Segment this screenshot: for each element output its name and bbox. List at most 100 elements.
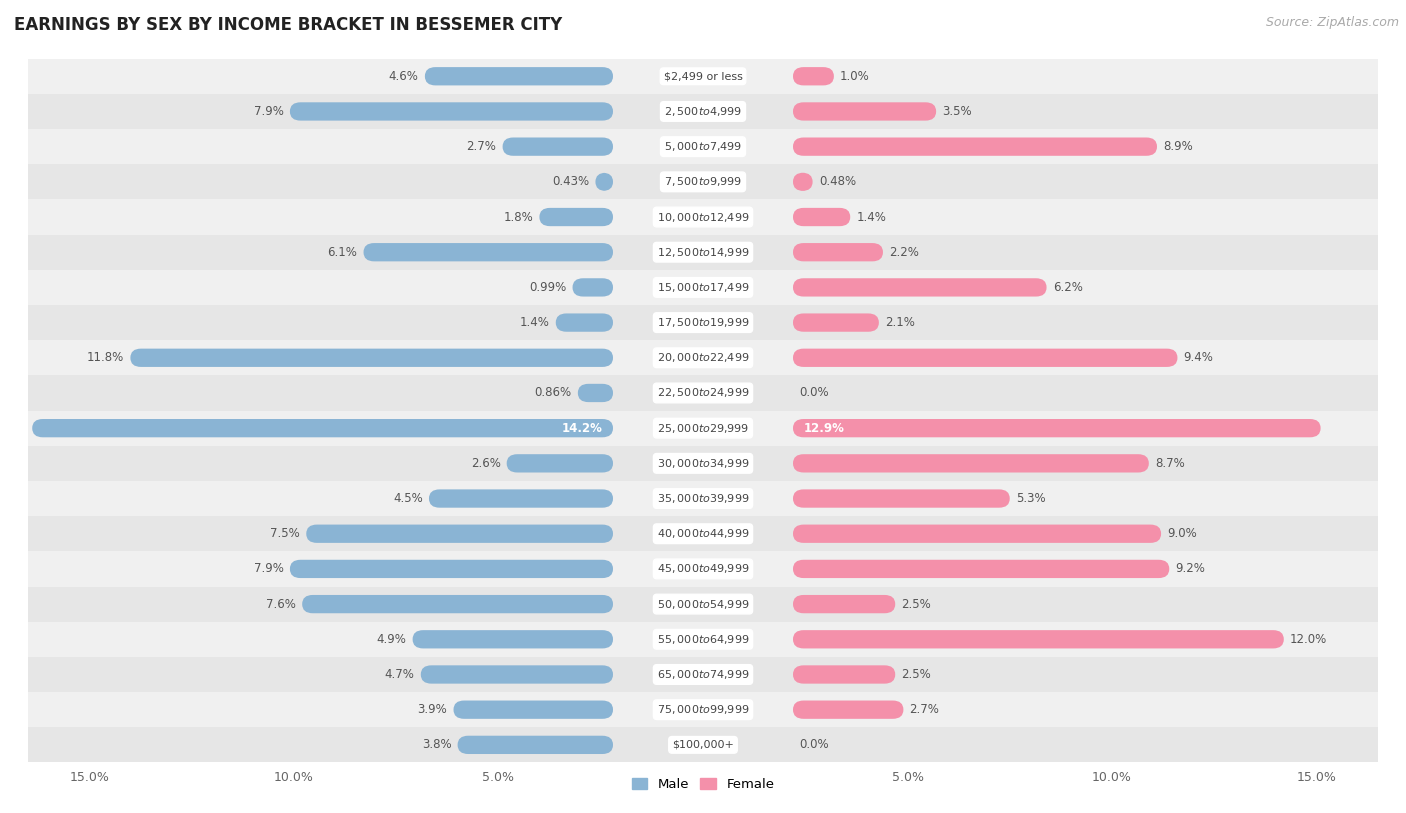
FancyBboxPatch shape [412,630,613,649]
Text: $15,000 to $17,499: $15,000 to $17,499 [657,281,749,294]
FancyBboxPatch shape [28,164,1378,199]
Text: 8.7%: 8.7% [1154,457,1185,470]
Text: $45,000 to $49,999: $45,000 to $49,999 [657,563,749,576]
FancyBboxPatch shape [793,524,1161,543]
Text: 7.9%: 7.9% [254,105,284,118]
FancyBboxPatch shape [28,305,1378,340]
FancyBboxPatch shape [28,340,1378,376]
FancyBboxPatch shape [572,278,613,297]
Text: $50,000 to $54,999: $50,000 to $54,999 [657,598,749,611]
Text: $75,000 to $99,999: $75,000 to $99,999 [657,703,749,716]
FancyBboxPatch shape [28,129,1378,164]
FancyBboxPatch shape [793,560,1170,578]
FancyBboxPatch shape [502,137,613,156]
Text: 4.7%: 4.7% [385,668,415,681]
FancyBboxPatch shape [793,278,1046,297]
Text: 0.0%: 0.0% [799,738,828,751]
Text: 5.3%: 5.3% [1017,492,1046,505]
FancyBboxPatch shape [28,93,1378,129]
FancyBboxPatch shape [28,411,1378,446]
Text: 0.99%: 0.99% [529,281,567,294]
Legend: Male, Female: Male, Female [626,773,780,797]
FancyBboxPatch shape [302,595,613,613]
Text: 4.6%: 4.6% [389,70,419,83]
Text: 7.6%: 7.6% [266,598,297,611]
Text: $40,000 to $44,999: $40,000 to $44,999 [657,527,749,540]
FancyBboxPatch shape [793,349,1177,367]
Text: 6.2%: 6.2% [1053,281,1083,294]
Text: 12.9%: 12.9% [803,422,844,435]
FancyBboxPatch shape [131,349,613,367]
Text: 2.7%: 2.7% [910,703,939,716]
FancyBboxPatch shape [793,665,896,684]
Text: 1.0%: 1.0% [839,70,870,83]
Text: 2.5%: 2.5% [901,668,931,681]
Text: 6.1%: 6.1% [328,246,357,259]
FancyBboxPatch shape [555,314,613,332]
Text: 9.4%: 9.4% [1184,351,1213,364]
FancyBboxPatch shape [793,489,1010,507]
Text: $2,499 or less: $2,499 or less [664,72,742,81]
FancyBboxPatch shape [28,657,1378,692]
FancyBboxPatch shape [540,208,613,226]
FancyBboxPatch shape [793,172,813,191]
FancyBboxPatch shape [793,67,834,85]
Text: 9.2%: 9.2% [1175,563,1205,576]
Text: 1.4%: 1.4% [520,316,550,329]
Text: $17,500 to $19,999: $17,500 to $19,999 [657,316,749,329]
Text: 0.86%: 0.86% [534,386,572,399]
FancyBboxPatch shape [793,102,936,120]
FancyBboxPatch shape [32,419,613,437]
Text: 12.0%: 12.0% [1289,633,1327,646]
FancyBboxPatch shape [793,454,1149,472]
FancyBboxPatch shape [28,59,1378,93]
FancyBboxPatch shape [420,665,613,684]
Text: $5,000 to $7,499: $5,000 to $7,499 [664,140,742,153]
Text: $100,000+: $100,000+ [672,740,734,750]
Text: Source: ZipAtlas.com: Source: ZipAtlas.com [1265,16,1399,29]
Text: $65,000 to $74,999: $65,000 to $74,999 [657,668,749,681]
Text: $55,000 to $64,999: $55,000 to $64,999 [657,633,749,646]
Text: $10,000 to $12,499: $10,000 to $12,499 [657,211,749,224]
FancyBboxPatch shape [364,243,613,261]
Text: 2.5%: 2.5% [901,598,931,611]
Text: 2.1%: 2.1% [884,316,915,329]
Text: $22,500 to $24,999: $22,500 to $24,999 [657,386,749,399]
Text: $25,000 to $29,999: $25,000 to $29,999 [657,422,749,435]
Text: 7.9%: 7.9% [254,563,284,576]
FancyBboxPatch shape [506,454,613,472]
Text: 0.43%: 0.43% [553,176,589,189]
FancyBboxPatch shape [290,102,613,120]
Text: 7.5%: 7.5% [270,527,299,540]
Text: 3.8%: 3.8% [422,738,451,751]
FancyBboxPatch shape [28,235,1378,270]
FancyBboxPatch shape [28,270,1378,305]
Text: 0.48%: 0.48% [818,176,856,189]
Text: 2.6%: 2.6% [471,457,501,470]
FancyBboxPatch shape [429,489,613,507]
FancyBboxPatch shape [457,736,613,754]
Text: 4.5%: 4.5% [394,492,423,505]
FancyBboxPatch shape [28,199,1378,235]
FancyBboxPatch shape [28,376,1378,411]
FancyBboxPatch shape [793,595,896,613]
FancyBboxPatch shape [793,419,1320,437]
FancyBboxPatch shape [28,586,1378,622]
FancyBboxPatch shape [793,314,879,332]
Text: 0.0%: 0.0% [799,386,828,399]
Text: $12,500 to $14,999: $12,500 to $14,999 [657,246,749,259]
FancyBboxPatch shape [793,137,1157,156]
FancyBboxPatch shape [595,172,613,191]
Text: $2,500 to $4,999: $2,500 to $4,999 [664,105,742,118]
Text: $20,000 to $22,499: $20,000 to $22,499 [657,351,749,364]
Text: 11.8%: 11.8% [87,351,124,364]
Text: 2.7%: 2.7% [467,140,496,153]
FancyBboxPatch shape [28,728,1378,763]
Text: 4.9%: 4.9% [377,633,406,646]
Text: EARNINGS BY SEX BY INCOME BRACKET IN BESSEMER CITY: EARNINGS BY SEX BY INCOME BRACKET IN BES… [14,16,562,34]
FancyBboxPatch shape [793,243,883,261]
Text: 9.0%: 9.0% [1167,527,1197,540]
FancyBboxPatch shape [28,516,1378,551]
FancyBboxPatch shape [28,622,1378,657]
Text: $30,000 to $34,999: $30,000 to $34,999 [657,457,749,470]
